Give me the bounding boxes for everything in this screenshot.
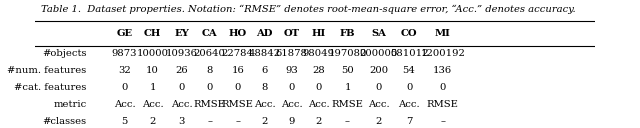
Text: 8: 8 <box>207 66 213 75</box>
Text: Table 1.  Dataset properties. Notation: “RMSE” denotes root-mean-square error, “: Table 1. Dataset properties. Notation: “… <box>40 5 575 14</box>
Text: Acc.: Acc. <box>142 100 163 109</box>
Text: CO: CO <box>401 29 417 38</box>
Text: 1: 1 <box>149 83 156 92</box>
Text: Acc.: Acc. <box>171 100 193 109</box>
Text: 54: 54 <box>403 66 415 75</box>
Text: 0: 0 <box>440 83 446 92</box>
Text: GE: GE <box>116 29 132 38</box>
Text: 26: 26 <box>175 66 188 75</box>
Text: 2: 2 <box>149 117 156 126</box>
Text: 10936: 10936 <box>166 49 198 58</box>
Text: 28: 28 <box>312 66 324 75</box>
Text: 0: 0 <box>288 83 294 92</box>
Text: 581012: 581012 <box>390 49 428 58</box>
Text: 136: 136 <box>433 66 452 75</box>
Text: 20640: 20640 <box>194 49 226 58</box>
Text: 2: 2 <box>261 117 268 126</box>
Text: FB: FB <box>340 29 355 38</box>
Text: 7: 7 <box>406 117 412 126</box>
Text: Acc.: Acc. <box>308 100 329 109</box>
Text: 197080: 197080 <box>328 49 367 58</box>
Text: RMSE: RMSE <box>222 100 253 109</box>
Text: OT: OT <box>284 29 300 38</box>
Text: RMSE: RMSE <box>194 100 226 109</box>
Text: 8: 8 <box>261 83 268 92</box>
Text: –: – <box>440 117 445 126</box>
Text: #objects: #objects <box>42 49 86 58</box>
Text: RMSE: RMSE <box>332 100 364 109</box>
Text: 61878: 61878 <box>276 49 307 58</box>
Text: MI: MI <box>435 29 451 38</box>
Text: –: – <box>345 117 350 126</box>
Text: 3: 3 <box>179 117 185 126</box>
Text: SA: SA <box>371 29 387 38</box>
Text: CH: CH <box>144 29 161 38</box>
Text: 6: 6 <box>262 66 268 75</box>
Text: Acc.: Acc. <box>114 100 136 109</box>
Text: 200: 200 <box>369 66 388 75</box>
Text: –: – <box>236 117 240 126</box>
Text: 0: 0 <box>234 83 241 92</box>
Text: #cat. features: #cat. features <box>14 83 86 92</box>
Text: Acc.: Acc. <box>281 100 302 109</box>
Text: metric: metric <box>53 100 86 109</box>
Text: #num. features: #num. features <box>7 66 86 75</box>
Text: HI: HI <box>311 29 326 38</box>
Text: 0: 0 <box>376 83 382 92</box>
Text: 200000: 200000 <box>360 49 398 58</box>
Text: 16: 16 <box>231 66 244 75</box>
Text: 2: 2 <box>376 117 382 126</box>
Text: AD: AD <box>257 29 273 38</box>
Text: 93: 93 <box>285 66 298 75</box>
Text: 10000: 10000 <box>136 49 168 58</box>
Text: 10: 10 <box>146 66 159 75</box>
Text: HO: HO <box>228 29 247 38</box>
Text: Acc.: Acc. <box>254 100 275 109</box>
Text: 0: 0 <box>179 83 185 92</box>
Text: 1: 1 <box>344 83 351 92</box>
Text: 48842: 48842 <box>248 49 281 58</box>
Text: CA: CA <box>202 29 218 38</box>
Text: 0: 0 <box>406 83 412 92</box>
Text: 98049: 98049 <box>302 49 334 58</box>
Text: EY: EY <box>174 29 189 38</box>
Text: 5: 5 <box>122 117 128 126</box>
Text: 2: 2 <box>315 117 321 126</box>
Text: Acc.: Acc. <box>368 100 390 109</box>
Text: RMSE: RMSE <box>427 100 459 109</box>
Text: Acc.: Acc. <box>398 100 420 109</box>
Text: 1200192: 1200192 <box>420 49 465 58</box>
Text: –: – <box>207 117 212 126</box>
Text: 0: 0 <box>315 83 321 92</box>
Text: 0: 0 <box>207 83 213 92</box>
Text: 22784: 22784 <box>221 49 253 58</box>
Text: 32: 32 <box>118 66 131 75</box>
Text: 50: 50 <box>341 66 354 75</box>
Text: #classes: #classes <box>42 117 86 126</box>
Text: 0: 0 <box>122 83 128 92</box>
Text: 9: 9 <box>288 117 294 126</box>
Text: 9873: 9873 <box>112 49 138 58</box>
